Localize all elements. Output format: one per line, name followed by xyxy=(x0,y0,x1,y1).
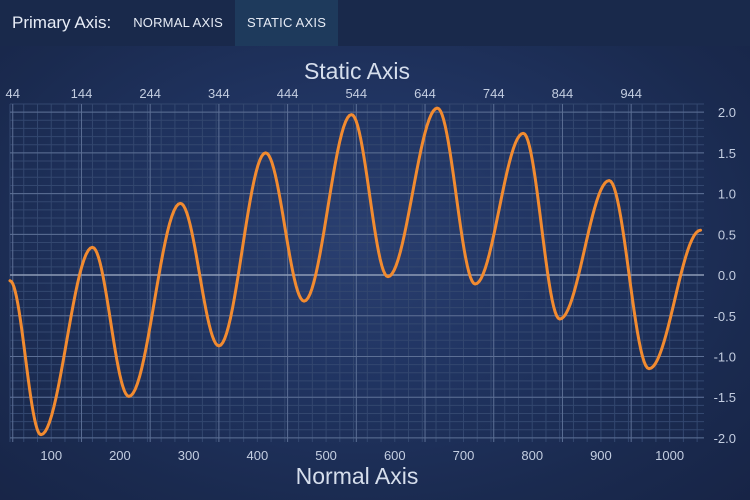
x-tick-label: 800 xyxy=(521,448,543,463)
top-axis-tick-label: 844 xyxy=(552,86,574,101)
y-tick-label: 0.0 xyxy=(718,268,736,283)
minor-gridlines xyxy=(9,103,704,442)
top-axis-tick-label: 44 xyxy=(6,86,20,101)
chart: 100 200 300 400 500 600 700 800 900 1000 44 144 244… xyxy=(6,58,736,489)
x-tick-label: 600 xyxy=(384,448,406,463)
y-tick-label: 1.5 xyxy=(718,146,736,161)
series-line xyxy=(8,106,703,437)
y-tick-label: -0.5 xyxy=(714,309,736,324)
x-tick-label: 200 xyxy=(109,448,131,463)
top-axis-tick-label: 244 xyxy=(139,86,161,101)
top-axis-tick-label: 944 xyxy=(620,86,642,101)
x-tick-label: 500 xyxy=(315,448,337,463)
top-axis-tick-label: 644 xyxy=(414,86,436,101)
x-tick-label: 1000 xyxy=(655,448,684,463)
x-tick-label: 900 xyxy=(590,448,612,463)
top-axis-tick-label: 144 xyxy=(71,86,93,101)
major-gridlines xyxy=(10,104,704,442)
normal-axis-button[interactable]: NORMAL AXIS xyxy=(133,15,224,30)
x-tick-label: 100 xyxy=(40,448,62,463)
y-tick-label: 2.0 xyxy=(718,105,736,120)
x-tick-label: 700 xyxy=(453,448,475,463)
x-tick-label: 300 xyxy=(178,448,200,463)
top-axis-tick-label: 444 xyxy=(277,86,299,101)
top-axis-tick-label: 544 xyxy=(345,86,367,101)
primary-axis-label: Primary Axis: xyxy=(12,13,112,32)
top-axis-ticks: 44 144 244 344 444 544 644 744 844 944 xyxy=(6,86,643,101)
top-axis-tick-label: 344 xyxy=(208,86,230,101)
x-tick-label: 400 xyxy=(247,448,269,463)
y-tick-label: -1.5 xyxy=(714,390,736,405)
y-tick-label: -1.0 xyxy=(714,349,736,364)
y-tick-label: -2.0 xyxy=(714,431,736,446)
static-axis-button[interactable]: STATIC AXIS xyxy=(235,0,339,46)
y-tick-label: 1.0 xyxy=(718,187,736,202)
top-axis-title: Static Axis xyxy=(304,58,410,84)
top-axis-tick-label: 744 xyxy=(483,86,505,101)
x-axis-title: Normal Axis xyxy=(296,463,419,489)
x-axis-ticks: 100 200 300 400 500 600 700 800 900 1000 xyxy=(40,448,684,463)
axis-toolbar: Primary Axis: NORMAL AXIS STATIC AXIS xyxy=(0,0,750,46)
y-axis-ticks: 2.0 1.5 1.0 0.5 0.0 -0.5 -1.0 -1.5 -2.0 xyxy=(714,105,736,446)
y-tick-label: 0.5 xyxy=(718,227,736,242)
